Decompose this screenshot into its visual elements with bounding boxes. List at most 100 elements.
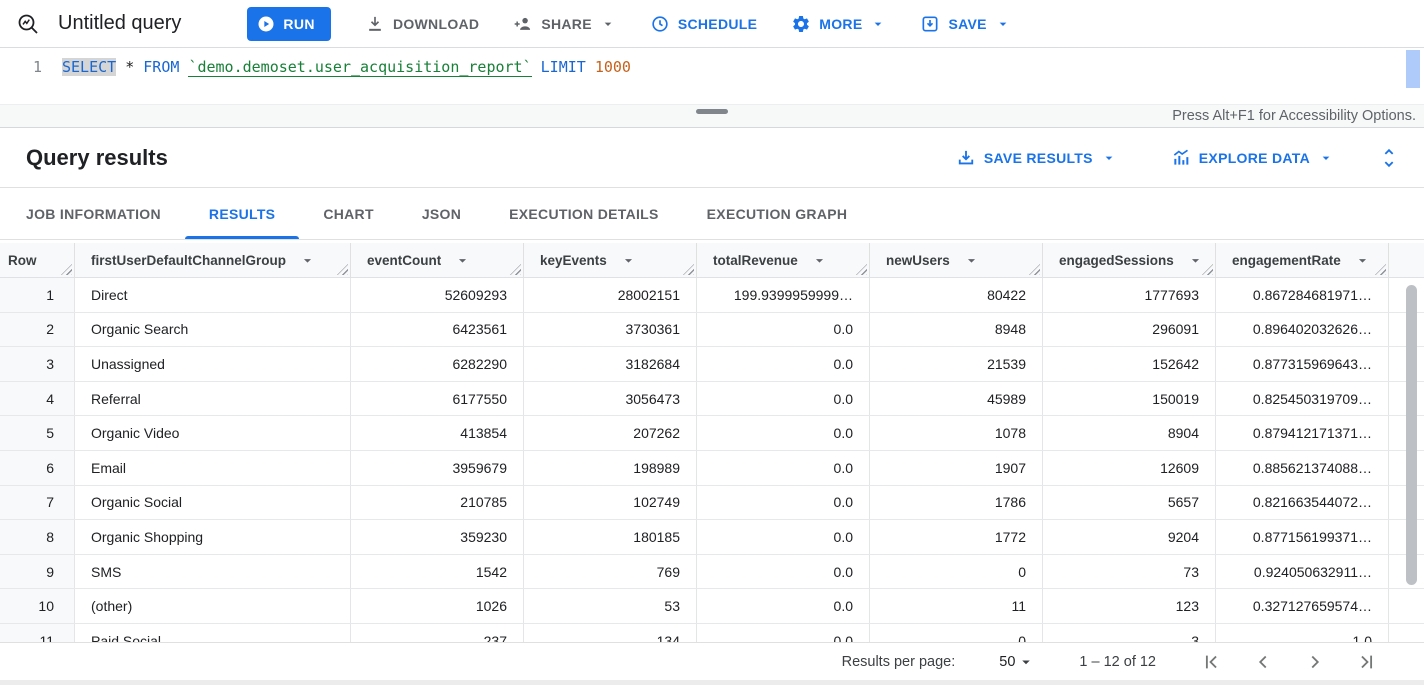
- chart-icon: [1171, 148, 1191, 168]
- table-cell: 1777693: [1043, 278, 1216, 312]
- table-cell: 6177550: [351, 381, 524, 416]
- table-cell: 0: [870, 623, 1043, 642]
- query-title: Untitled query: [58, 12, 182, 34]
- editor-scrollbar-thumb[interactable]: [1406, 50, 1420, 88]
- table-reference-link[interactable]: `demo.demoset.user_acquisition_report`: [188, 58, 532, 77]
- table-cell: 0.327127659574…: [1216, 589, 1389, 623]
- sql-keyword-select: SELECT: [62, 58, 117, 76]
- play-circle-icon: [257, 15, 275, 33]
- column-menu-icon[interactable]: [620, 252, 637, 269]
- query-results-title: Query results: [26, 144, 168, 170]
- column-header-firstUserDefaultChannelGroup: firstUserDefaultChannelGroup: [75, 243, 351, 277]
- table-cell: 180185: [524, 520, 697, 554]
- table-cell: 0.0: [697, 381, 870, 416]
- sql-editor[interactable]: 1 SELECT * FROM `demo.demoset.user_acqui…: [0, 48, 1424, 104]
- table-cell: Organic Search: [75, 312, 351, 347]
- table-cell: 53: [524, 589, 697, 623]
- table-cell: SMS: [75, 554, 351, 589]
- table-row: 2 Organic Search 6423561 3730361 0.0 8948 2960…: [0, 312, 1424, 348]
- row-number-cell: 1: [0, 278, 75, 312]
- table-cell: 123: [1043, 589, 1216, 623]
- column-menu-icon[interactable]: [811, 252, 828, 269]
- table-cell: 9204: [1043, 520, 1216, 554]
- table-cell: 12609: [1043, 450, 1216, 485]
- splitter-drag-handle[interactable]: [696, 109, 728, 114]
- last-page-button[interactable]: [1356, 651, 1378, 673]
- row-number-cell: 5: [0, 416, 75, 450]
- column-resize-grip[interactable]: [1375, 264, 1386, 275]
- save-button[interactable]: SAVE: [910, 8, 1020, 40]
- tab-results[interactable]: RESULTS: [184, 188, 300, 239]
- column-resize-grip[interactable]: [1202, 264, 1213, 275]
- table-row: 11 Paid Social 237 134 0.0 0 3 1.0: [0, 623, 1424, 642]
- first-page-button[interactable]: [1200, 651, 1222, 673]
- gear-icon: [791, 14, 811, 34]
- row-number-cell: 7: [0, 485, 75, 520]
- row-number-cell: 4: [0, 381, 75, 416]
- column-menu-icon[interactable]: [299, 252, 316, 269]
- table-cell: Paid Social: [75, 623, 351, 642]
- column-menu-icon[interactable]: [963, 252, 980, 269]
- column-resize-grip[interactable]: [856, 264, 867, 275]
- column-resize-grip[interactable]: [510, 264, 521, 275]
- column-resize-grip[interactable]: [337, 264, 348, 275]
- share-button[interactable]: SHARE: [503, 8, 626, 40]
- table-cell: Organic Shopping: [75, 520, 351, 554]
- tab-chart[interactable]: CHART: [323, 205, 374, 222]
- pagination-bar: Results per page: 50 1 – 12 of 12: [0, 642, 1424, 680]
- schedule-button[interactable]: SCHEDULE: [640, 8, 767, 40]
- unfold-more-icon: [1378, 147, 1400, 169]
- row-number-cell: 6: [0, 450, 75, 485]
- table-cell: 237: [351, 623, 524, 642]
- tab-json[interactable]: JSON: [421, 205, 462, 222]
- column-menu-icon[interactable]: [1187, 252, 1204, 269]
- next-page-button[interactable]: [1304, 651, 1326, 673]
- column-menu-icon[interactable]: [1354, 252, 1371, 269]
- chevron-right-icon: [1304, 651, 1326, 673]
- table-cell: 0.0: [697, 589, 870, 623]
- column-resize-grip[interactable]: [683, 264, 694, 275]
- editor-scrollbar[interactable]: [1406, 50, 1420, 100]
- save-icon: [920, 14, 940, 34]
- results-per-page-select[interactable]: 50: [999, 653, 1035, 671]
- table-cell: Email: [75, 450, 351, 485]
- table-cell: Organic Social: [75, 485, 351, 520]
- line-number: 1: [32, 58, 42, 76]
- table-row: 4 Referral 6177550 3056473 0.0 45989 150019 0.8…: [0, 381, 1424, 417]
- table-cell: 3959679: [351, 450, 524, 485]
- tab-execution-details[interactable]: EXECUTION DETAILS: [509, 205, 659, 222]
- column-resize-grip[interactable]: [1029, 264, 1040, 275]
- table-cell: 0.0: [697, 416, 870, 450]
- table-row: 5 Organic Video 413854 207262 0.0 1078 8904 0.8…: [0, 416, 1424, 451]
- tab-job-information[interactable]: JOB INFORMATION: [26, 205, 161, 222]
- tab-execution-graph[interactable]: EXECUTION GRAPH: [706, 205, 848, 222]
- column-header-engagementRate: engagementRate: [1216, 243, 1389, 277]
- download-button[interactable]: DOWNLOAD: [355, 8, 489, 40]
- table-cell: 0: [870, 554, 1043, 589]
- table-cell: 73: [1043, 554, 1216, 589]
- run-button[interactable]: RUN: [247, 6, 331, 41]
- table-cell: 3730361: [524, 312, 697, 347]
- table-row: 8 Organic Shopping 359230 180185 0.0 1772 9204…: [0, 520, 1424, 555]
- table-cell: 150019: [1043, 381, 1216, 416]
- save-results-button[interactable]: SAVE RESULTS: [946, 142, 1127, 174]
- chevron-down-icon: [1017, 653, 1035, 671]
- horizontal-scrollbar[interactable]: [0, 680, 1424, 685]
- table-row: 6 Email 3959679 198989 0.0 1907 12609 0.8856213…: [0, 450, 1424, 486]
- last-page-icon: [1356, 651, 1378, 673]
- more-button[interactable]: MORE: [781, 8, 896, 40]
- column-menu-icon[interactable]: [454, 252, 471, 269]
- table-cell: 3: [1043, 623, 1216, 642]
- previous-page-button[interactable]: [1252, 651, 1274, 673]
- results-vertical-scrollbar-thumb[interactable]: [1406, 285, 1417, 585]
- column-resize-grip[interactable]: [61, 264, 72, 275]
- table-cell: 199.9399959999…: [697, 278, 870, 312]
- query-magnifier-icon: [16, 12, 40, 36]
- table-row: 3 Unassigned 6282290 3182684 0.0 21539 152642 0…: [0, 347, 1424, 382]
- explore-data-button[interactable]: EXPLORE DATA: [1161, 142, 1344, 174]
- table-cell: 198989: [524, 450, 697, 485]
- column-header-engagedSessions: engagedSessions: [1043, 243, 1216, 277]
- expand-results-button[interactable]: [1378, 147, 1400, 169]
- column-header-keyEvents: keyEvents: [524, 243, 697, 277]
- table-cell: 28002151: [524, 278, 697, 312]
